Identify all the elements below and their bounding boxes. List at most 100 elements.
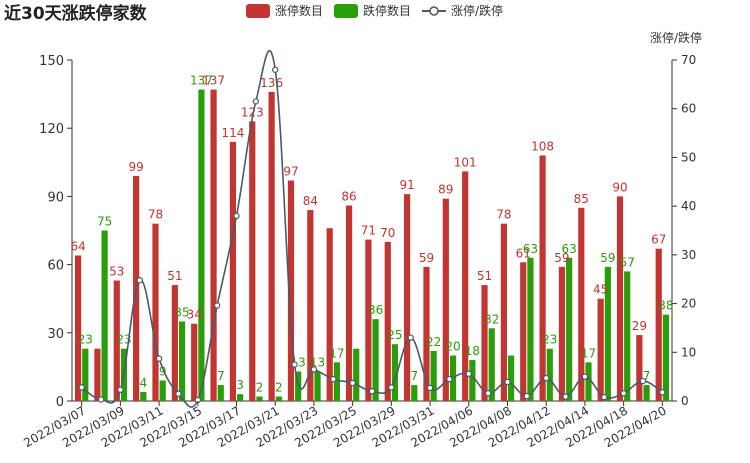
ratio-point	[620, 390, 627, 397]
data-label-up: 29	[632, 319, 647, 333]
data-label-down: 2	[275, 380, 283, 394]
y-left-tick-label: 0	[56, 395, 64, 410]
bar-up	[384, 241, 391, 401]
y-left-tick-label: 60	[47, 259, 64, 274]
bar-up	[94, 348, 101, 401]
legend[interactable]: 涨停数目 跌停数目 涨停/跌停	[246, 3, 503, 18]
bar-up	[636, 335, 643, 401]
data-label-up: 78	[148, 208, 163, 222]
bar-down	[353, 348, 360, 401]
ratio-point	[252, 98, 260, 105]
data-label-up: 123	[241, 105, 264, 119]
data-label-up: 136	[260, 76, 283, 90]
data-label-down: 35	[174, 305, 189, 319]
y-left-tick-label: 150	[39, 54, 64, 69]
ratio-point	[426, 384, 434, 392]
bar-down	[643, 385, 650, 401]
ratio-point	[97, 396, 105, 403]
data-label-down: 57	[620, 255, 635, 269]
data-label-up: 78	[496, 208, 511, 222]
bar-down	[469, 360, 476, 401]
ratio-point	[272, 66, 279, 73]
bar-up	[326, 228, 333, 401]
bar-down	[178, 321, 186, 401]
ratio-point	[175, 390, 182, 397]
data-label-up: 67	[651, 233, 666, 247]
data-label-down: 13	[310, 355, 325, 369]
data-label-down: 22	[426, 335, 441, 349]
data-label-up: 34	[187, 308, 202, 322]
bar-down	[256, 396, 263, 401]
bar-up	[171, 285, 178, 401]
bar-up	[655, 248, 662, 401]
ratio-point	[601, 393, 608, 401]
y-right-tick-label: 50	[681, 150, 696, 164]
bar-up	[520, 262, 527, 401]
data-label-down: 17	[329, 346, 344, 360]
data-label-up: 59	[554, 251, 569, 265]
bar-up	[616, 196, 624, 401]
bar-down	[585, 362, 592, 401]
y-right-tick-label: 20	[681, 297, 696, 311]
legend-label-up: 涨停数目	[275, 3, 323, 18]
ratio-point	[136, 276, 143, 284]
legend-item-up[interactable]: 涨停数目	[246, 3, 323, 18]
bar-down	[391, 344, 399, 401]
ratio-point	[291, 361, 298, 368]
data-label-down: 32	[484, 312, 499, 326]
data-label-up: 90	[612, 180, 627, 194]
ratio-point	[155, 355, 163, 362]
ratio-point	[484, 390, 492, 397]
bar-up	[249, 121, 256, 401]
data-label-down: 63	[562, 242, 577, 256]
legend-item-down[interactable]: 跌停数目	[334, 3, 411, 18]
bar-down	[411, 385, 418, 401]
bar-up	[229, 141, 237, 401]
bar-down	[624, 271, 631, 401]
bar-down	[275, 396, 282, 401]
data-label-down: 75	[97, 215, 112, 229]
ratio-point	[504, 378, 511, 386]
legend-item-ratio[interactable]: 涨停/跌停	[422, 3, 503, 18]
bar-up	[442, 198, 449, 401]
bar-up	[287, 180, 295, 401]
bar-up	[500, 223, 507, 401]
ratio-point	[581, 373, 589, 380]
legend-marker-ratio	[429, 6, 439, 16]
bar-down	[101, 230, 108, 401]
data-label-up: 70	[380, 226, 395, 240]
data-label-down: 25	[387, 328, 402, 342]
data-label-up: 61	[516, 246, 531, 260]
bar-up	[113, 280, 120, 401]
y-right-tick-label: 60	[681, 102, 696, 116]
data-label-down: 3	[236, 378, 244, 392]
bar-down	[140, 391, 147, 401]
ratio-point	[407, 334, 414, 341]
bar-up	[74, 255, 82, 401]
ratio-point	[639, 377, 647, 385]
y-right-tick-label: 30	[681, 248, 696, 262]
y-right-tick-label: 40	[681, 199, 696, 213]
bar-up	[404, 194, 411, 401]
data-label-down: 18	[465, 344, 480, 358]
bar-down	[333, 362, 340, 401]
ratio-point	[465, 370, 472, 377]
bar-up	[539, 155, 546, 401]
data-label-down: 2	[256, 380, 264, 394]
ratio-point	[233, 212, 240, 220]
bar-up	[558, 266, 566, 401]
y-right-tick-label: 70	[681, 53, 696, 67]
data-label-down: 36	[368, 303, 383, 317]
data-label-down: 63	[523, 242, 538, 256]
data-label-down: 7	[217, 369, 225, 383]
data-label-down: 4	[140, 376, 148, 390]
data-label-up: 101	[454, 155, 477, 169]
data-label-down: 7	[643, 369, 651, 383]
bar-down	[314, 371, 321, 401]
data-label-up: 91	[399, 178, 414, 192]
data-label-down: 23	[78, 333, 93, 347]
ratio-point	[78, 384, 85, 391]
data-label-up: 45	[593, 283, 608, 297]
data-label-down: 17	[581, 346, 596, 360]
